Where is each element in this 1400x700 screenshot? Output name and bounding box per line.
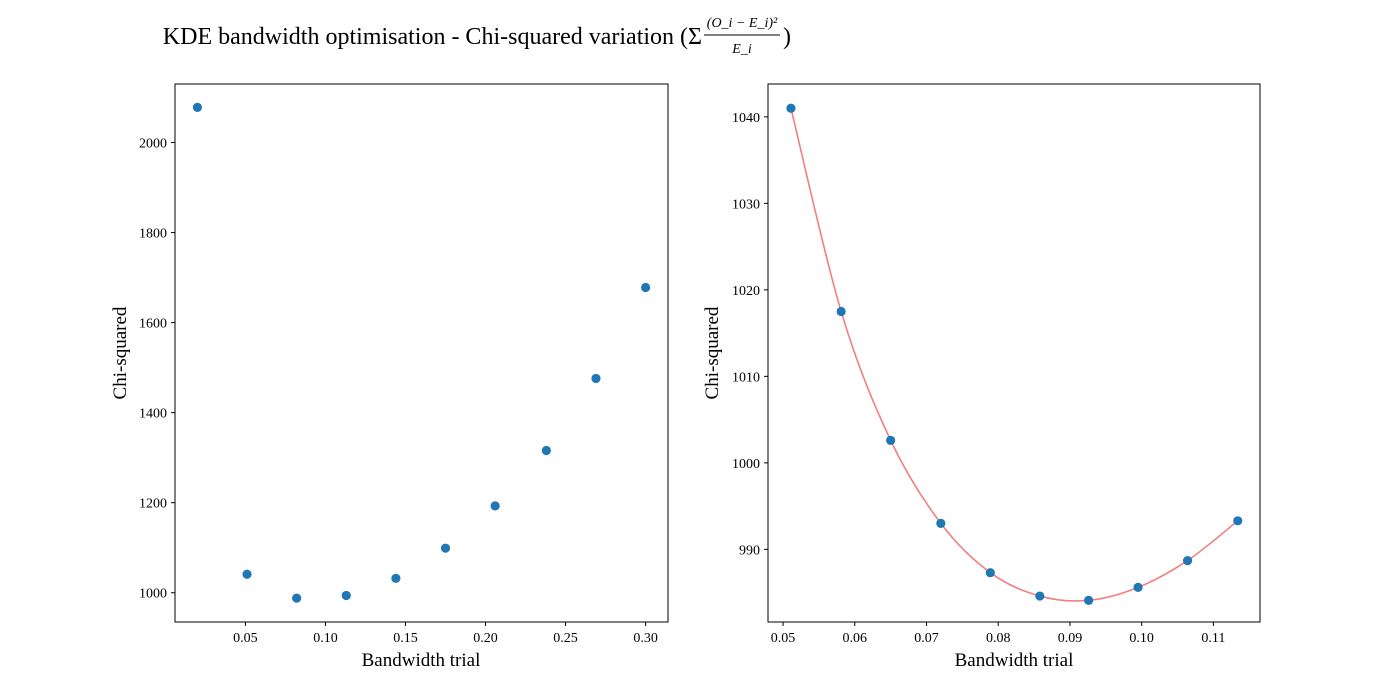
data-point — [1083, 595, 1094, 605]
data-point — [1035, 591, 1045, 601]
data-point — [786, 103, 796, 113]
left-x-ticks: 0.05 0.10 0.15 0.20 0.25 0.30 — [233, 622, 658, 646]
y-tick-label: 1040 — [732, 111, 760, 126]
right-y-ticks: 990 1000 1010 1020 1030 1040 — [732, 111, 768, 558]
x-tick-label: 0.15 — [393, 631, 418, 646]
left-plot-frame — [174, 83, 669, 623]
data-point — [341, 590, 351, 601]
data-point — [1233, 516, 1243, 526]
data-point — [1182, 555, 1193, 566]
y-tick-label: 2000 — [139, 137, 167, 152]
x-tick-label: 0.10 — [1129, 631, 1154, 646]
formula-numerator: (O_i − E_i)² — [707, 16, 778, 31]
data-point — [292, 593, 302, 603]
left-y-axis-label: Chi-squared — [110, 306, 131, 399]
data-point — [541, 445, 551, 456]
y-tick-label: 990 — [739, 543, 760, 558]
data-point — [391, 573, 401, 583]
x-tick-label: 0.08 — [986, 631, 1011, 646]
data-point — [936, 518, 946, 528]
data-point — [591, 373, 601, 384]
right-chart: 0.05 0.06 0.07 0.08 0.09 0.10 0.11 990 1000 1010… — [702, 83, 1261, 671]
right-x-axis-label: Bandwidth trial — [955, 650, 1074, 671]
data-point — [886, 435, 896, 445]
suptitle-suffix: ) — [783, 24, 791, 50]
suptitle: KDE bandwidth optimisation - Chi-squared… — [163, 16, 791, 57]
x-tick-label: 0.09 — [1058, 631, 1083, 646]
y-tick-label: 1000 — [139, 587, 167, 602]
x-tick-label: 0.06 — [843, 631, 868, 646]
y-tick-label: 1010 — [732, 370, 760, 385]
right-data-points — [786, 103, 1243, 605]
y-tick-label: 1020 — [732, 284, 760, 299]
x-tick-label: 0.20 — [473, 631, 498, 646]
y-tick-label: 1800 — [139, 227, 167, 242]
y-tick-label: 1030 — [732, 197, 760, 212]
x-tick-label: 0.11 — [1201, 631, 1225, 646]
data-point — [985, 568, 995, 578]
y-tick-label: 1000 — [732, 457, 760, 472]
data-point — [440, 543, 451, 553]
data-point — [640, 282, 651, 293]
x-tick-label: 0.05 — [771, 631, 796, 646]
data-point — [242, 569, 252, 579]
data-point — [490, 501, 500, 511]
data-point — [192, 102, 203, 113]
y-tick-label: 1200 — [139, 497, 167, 512]
x-tick-label: 0.05 — [233, 631, 258, 646]
x-tick-label: 0.10 — [313, 631, 338, 646]
data-point — [836, 306, 846, 317]
left-data-points — [192, 102, 651, 603]
right-x-ticks: 0.05 0.06 0.07 0.08 0.09 0.10 0.11 — [771, 622, 1225, 646]
x-tick-label: 0.07 — [914, 631, 939, 646]
left-x-axis-label: Bandwidth trial — [362, 650, 481, 671]
y-tick-label: 1400 — [139, 407, 167, 422]
x-tick-label: 0.30 — [633, 631, 658, 646]
x-tick-label: 0.25 — [553, 631, 578, 646]
left-chart: 0.05 0.10 0.15 0.20 0.25 0.30 1000 1200 1400 160… — [110, 83, 669, 671]
right-y-axis-label: Chi-squared — [702, 306, 723, 399]
y-tick-label: 1600 — [139, 317, 167, 332]
data-point — [1133, 582, 1143, 593]
right-plot-frame — [767, 83, 1261, 623]
right-fit-curve — [790, 108, 1239, 602]
suptitle-prefix: KDE bandwidth optimisation - Chi-squared… — [163, 24, 702, 50]
left-y-ticks: 1000 1200 1400 1600 1800 2000 — [139, 137, 175, 602]
formula-denominator: E_i — [731, 42, 752, 57]
